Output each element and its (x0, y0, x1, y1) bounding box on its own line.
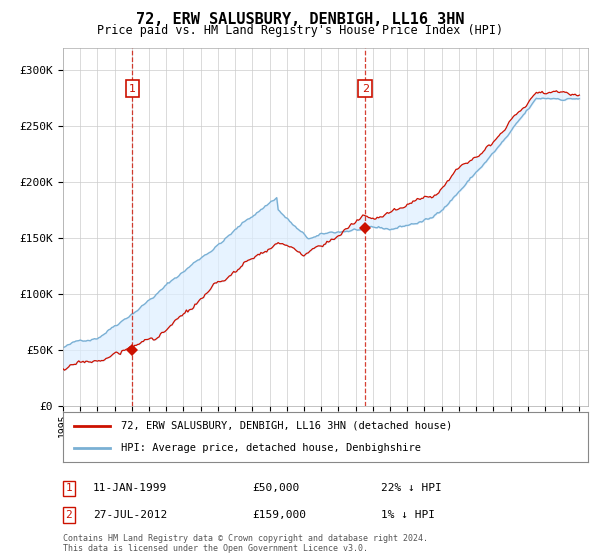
Text: HPI: Average price, detached house, Denbighshire: HPI: Average price, detached house, Denb… (121, 443, 421, 453)
Text: 72, ERW SALUSBURY, DENBIGH, LL16 3HN: 72, ERW SALUSBURY, DENBIGH, LL16 3HN (136, 12, 464, 27)
Text: £50,000: £50,000 (252, 483, 299, 493)
Text: 1: 1 (65, 483, 73, 493)
Text: 11-JAN-1999: 11-JAN-1999 (93, 483, 167, 493)
Text: 22% ↓ HPI: 22% ↓ HPI (381, 483, 442, 493)
Text: Price paid vs. HM Land Registry's House Price Index (HPI): Price paid vs. HM Land Registry's House … (97, 24, 503, 36)
Text: Contains HM Land Registry data © Crown copyright and database right 2024.
This d: Contains HM Land Registry data © Crown c… (63, 534, 428, 553)
Text: 1% ↓ HPI: 1% ↓ HPI (381, 510, 435, 520)
Text: 2: 2 (362, 84, 369, 94)
Text: 2: 2 (65, 510, 73, 520)
Text: 72, ERW SALUSBURY, DENBIGH, LL16 3HN (detached house): 72, ERW SALUSBURY, DENBIGH, LL16 3HN (de… (121, 421, 452, 431)
Text: 1: 1 (129, 84, 136, 94)
Text: 27-JUL-2012: 27-JUL-2012 (93, 510, 167, 520)
Text: £159,000: £159,000 (252, 510, 306, 520)
